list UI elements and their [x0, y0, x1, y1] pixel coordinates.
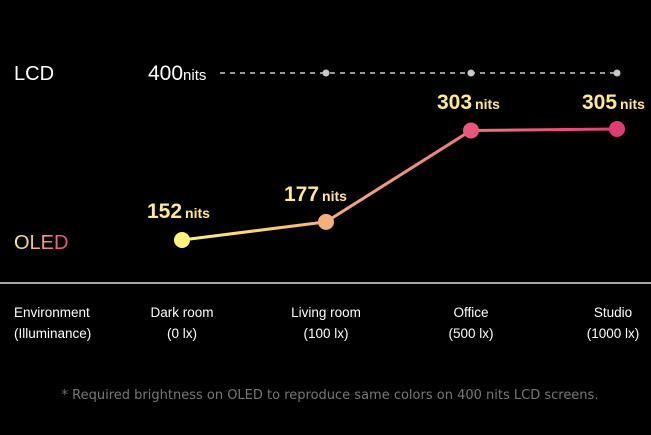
- footnote: * Required brightness on OLED to reprodu…: [62, 388, 599, 403]
- lcd-points: [322, 69, 621, 77]
- x-tick-labels: Dark room (0 lx) Living room (100 lx) Of…: [150, 305, 639, 341]
- oled-value-label-living-room: 177 nits: [284, 183, 347, 206]
- oled-value-unit: nits: [185, 205, 210, 221]
- oled-value-label-dark-room: 152 nits: [147, 200, 210, 223]
- x-tick-sublabel: (1000 lx): [587, 326, 640, 341]
- oled-line: [181, 127, 618, 242]
- svg-text:400nits: 400nits: [148, 62, 206, 85]
- x-tick-sublabel: (0 lx): [167, 326, 197, 341]
- oled-value-label-studio: 305 nits: [582, 91, 645, 114]
- oled-value-number: 305: [582, 91, 617, 114]
- lcd-series-label: LCD: [14, 63, 54, 85]
- oled-point: [174, 232, 190, 248]
- oled-value-unit: nits: [475, 96, 500, 112]
- x-tick-sublabel: (100 lx): [303, 326, 348, 341]
- lcd-value-number: 400: [148, 62, 183, 85]
- x-tick-label: Dark room: [150, 305, 213, 320]
- oled-series: [174, 121, 625, 248]
- lcd-value-unit: nits: [183, 67, 206, 84]
- oled-value-unit: nits: [620, 96, 645, 112]
- lcd-point: [613, 69, 621, 77]
- oled-value-labels: 152 nits 177 nits 303 nits 305 nits: [147, 91, 645, 223]
- lcd-value-label: 400nits: [148, 62, 206, 85]
- oled-point: [318, 213, 334, 230]
- oled-value-number: 177: [284, 183, 319, 206]
- oled-point: [463, 122, 479, 139]
- lcd-point: [322, 69, 330, 77]
- oled-value-label-office: 303 nits: [437, 91, 500, 114]
- x-tick-sublabel: (500 lx): [448, 326, 493, 341]
- x-tick-label: Living room: [291, 305, 361, 320]
- x-tick-label: Office: [453, 305, 488, 320]
- axis-title-line2: (Illuminance): [14, 326, 91, 341]
- oled-value-number: 303: [437, 91, 472, 114]
- oled-point: [609, 121, 625, 137]
- oled-value-unit: nits: [322, 188, 347, 204]
- lcd-point: [467, 69, 475, 77]
- axis-title-line1: Environment: [14, 305, 90, 320]
- x-tick-label: Studio: [594, 305, 632, 320]
- oled-series-label: OLED: [14, 232, 68, 254]
- oled-value-number: 152: [147, 200, 182, 223]
